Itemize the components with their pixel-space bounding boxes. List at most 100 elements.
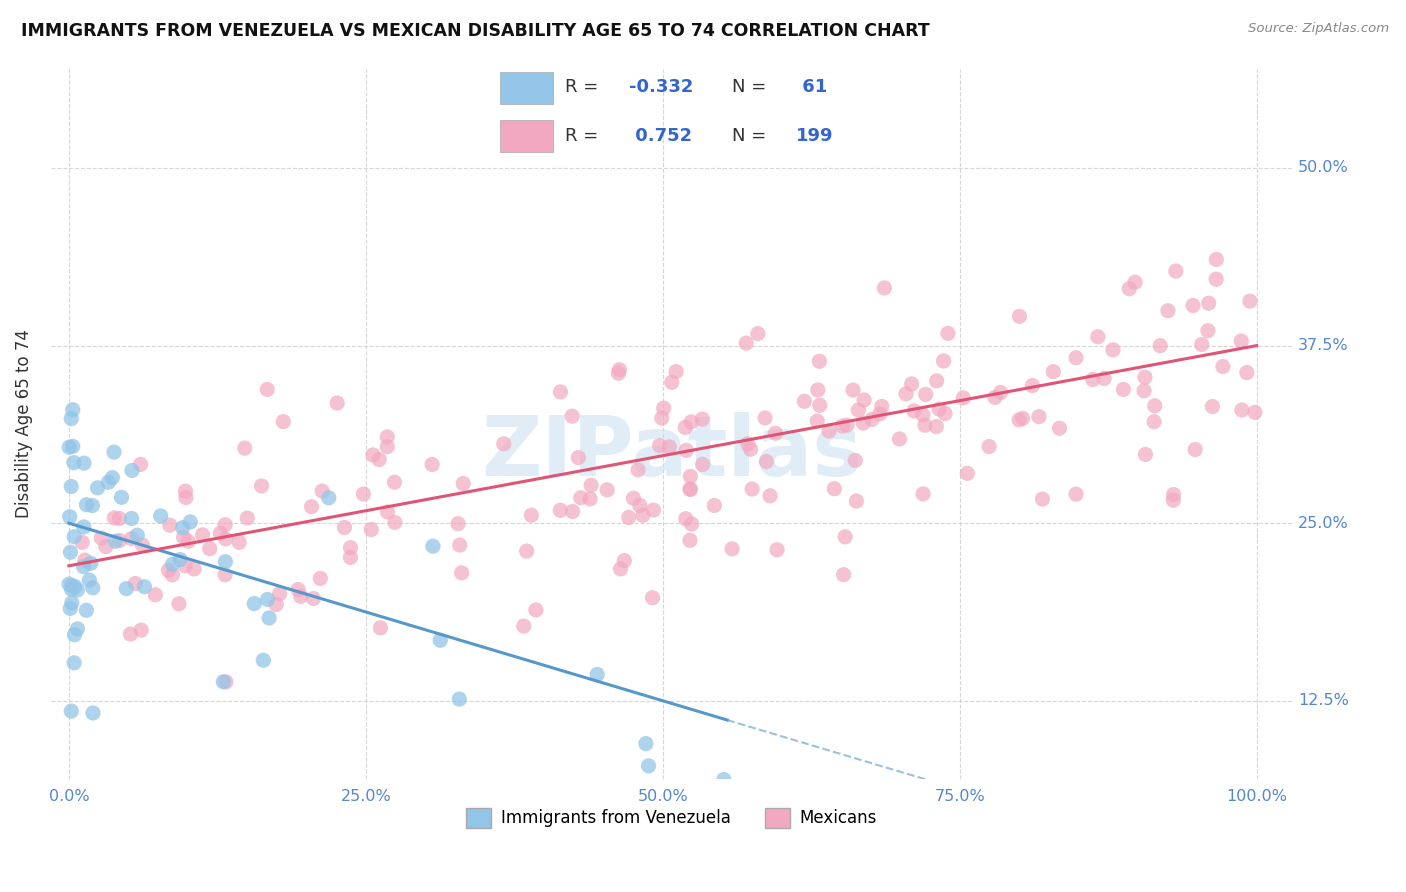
- Point: [384, 516, 406, 530]
- Point: [157, 563, 180, 577]
- Point: [58, 577, 80, 591]
- Point: [1191, 337, 1213, 351]
- Point: [520, 508, 543, 523]
- Point: [1011, 411, 1033, 425]
- Point: [1230, 334, 1253, 348]
- Point: [513, 619, 536, 633]
- Point: [1021, 378, 1043, 392]
- Point: [596, 483, 619, 497]
- Point: [912, 487, 935, 501]
- Point: [1149, 339, 1171, 353]
- Point: [311, 483, 333, 498]
- Point: [82, 581, 104, 595]
- Point: [124, 576, 146, 591]
- Point: [673, 420, 696, 434]
- Point: [569, 491, 592, 505]
- Point: [360, 523, 382, 537]
- Point: [1143, 415, 1166, 429]
- Point: [845, 494, 868, 508]
- Point: [62, 456, 84, 470]
- Point: [63, 656, 86, 670]
- Point: [1157, 303, 1180, 318]
- Point: [90, 531, 112, 545]
- Text: 25.0%: 25.0%: [1298, 516, 1348, 531]
- Point: [759, 489, 782, 503]
- Point: [1133, 384, 1156, 398]
- Point: [721, 541, 744, 556]
- Point: [925, 374, 948, 388]
- Point: [690, 412, 713, 426]
- Point: [169, 552, 191, 566]
- Legend: Immigrants from Venezuela, Mexicans: Immigrants from Venezuela, Mexicans: [460, 801, 884, 835]
- Point: [793, 394, 815, 409]
- Point: [617, 510, 640, 524]
- Point: [191, 528, 214, 542]
- Point: [159, 518, 181, 533]
- Point: [1239, 294, 1261, 309]
- Point: [631, 508, 654, 523]
- Point: [842, 383, 865, 397]
- Point: [1118, 282, 1140, 296]
- Point: [58, 440, 80, 454]
- Point: [579, 478, 602, 492]
- Text: ZIPatlas: ZIPatlas: [481, 411, 862, 492]
- Point: [747, 326, 769, 341]
- Point: [550, 384, 572, 399]
- Point: [652, 401, 675, 416]
- Point: [76, 498, 98, 512]
- Point: [1123, 275, 1146, 289]
- Point: [651, 411, 673, 425]
- Point: [121, 463, 143, 477]
- Point: [1201, 400, 1223, 414]
- Point: [1008, 310, 1031, 324]
- Point: [361, 448, 384, 462]
- Point: [492, 437, 515, 451]
- Point: [1049, 421, 1071, 435]
- Point: [679, 469, 702, 483]
- Point: [167, 597, 190, 611]
- Point: [716, 831, 738, 846]
- Point: [120, 532, 142, 546]
- Point: [66, 622, 89, 636]
- Point: [339, 541, 361, 555]
- Point: [735, 336, 758, 351]
- Point: [834, 530, 856, 544]
- Bar: [501, 72, 554, 104]
- Point: [1028, 409, 1050, 424]
- Y-axis label: Disability Age 65 to 74: Disability Age 65 to 74: [15, 329, 32, 518]
- Point: [703, 499, 725, 513]
- Point: [82, 706, 104, 720]
- Point: [1008, 413, 1031, 427]
- Point: [1042, 365, 1064, 379]
- Point: [62, 402, 84, 417]
- Point: [1102, 343, 1125, 357]
- Point: [60, 582, 83, 597]
- Point: [679, 533, 702, 548]
- Point: [755, 454, 778, 468]
- Point: [1163, 487, 1185, 501]
- Point: [1163, 493, 1185, 508]
- Point: [806, 414, 828, 428]
- Point: [447, 516, 470, 531]
- Point: [675, 443, 697, 458]
- Point: [209, 526, 232, 541]
- Text: N =: N =: [731, 128, 772, 145]
- Point: [264, 598, 287, 612]
- Point: [174, 558, 197, 573]
- Point: [60, 596, 83, 610]
- Text: Source: ZipAtlas.com: Source: ZipAtlas.com: [1249, 22, 1389, 36]
- Point: [1087, 330, 1109, 344]
- Point: [384, 475, 406, 490]
- Point: [1031, 492, 1053, 507]
- Point: [177, 534, 200, 549]
- Point: [681, 415, 703, 429]
- Point: [692, 458, 714, 472]
- Point: [1184, 442, 1206, 457]
- Point: [63, 579, 86, 593]
- Point: [236, 511, 259, 525]
- Point: [754, 411, 776, 425]
- Point: [63, 628, 86, 642]
- Point: [1182, 298, 1205, 312]
- Point: [1164, 264, 1187, 278]
- Point: [844, 453, 866, 467]
